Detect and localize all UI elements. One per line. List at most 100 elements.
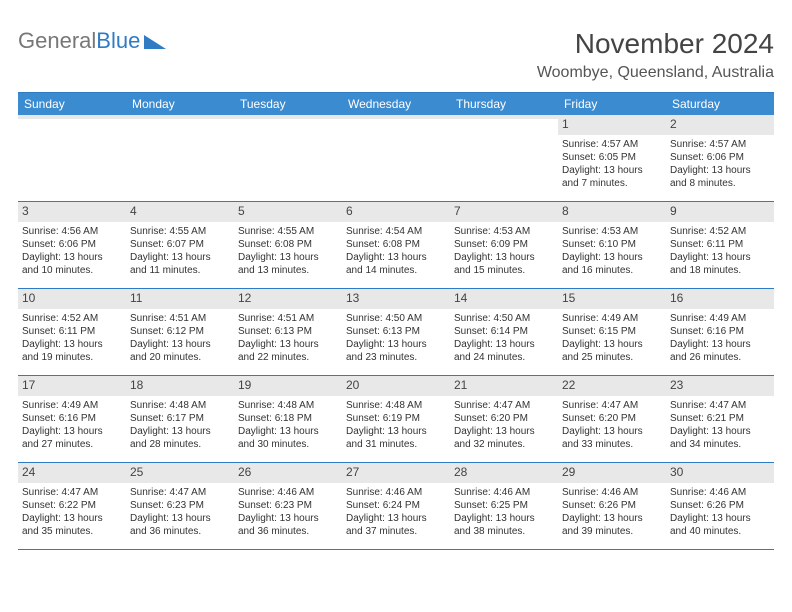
daylight-text: Daylight: 13 hours and 11 minutes. [130, 251, 230, 277]
sunrise-text: Sunrise: 4:49 AM [562, 312, 662, 325]
calendar-cell: 12Sunrise: 4:51 AMSunset: 6:13 PMDayligh… [234, 289, 342, 375]
day-number [450, 115, 558, 119]
calendar-cell: 10Sunrise: 4:52 AMSunset: 6:11 PMDayligh… [18, 289, 126, 375]
day-number: 1 [558, 115, 666, 135]
calendar-cell: 26Sunrise: 4:46 AMSunset: 6:23 PMDayligh… [234, 463, 342, 549]
sunset-text: Sunset: 6:14 PM [454, 325, 554, 338]
daylight-text: Daylight: 13 hours and 27 minutes. [22, 425, 122, 451]
calendar-week: 17Sunrise: 4:49 AMSunset: 6:16 PMDayligh… [18, 376, 774, 463]
calendar-cell: 5Sunrise: 4:55 AMSunset: 6:08 PMDaylight… [234, 202, 342, 288]
daylight-text: Daylight: 13 hours and 20 minutes. [130, 338, 230, 364]
sunrise-text: Sunrise: 4:57 AM [562, 138, 662, 151]
day-number: 21 [450, 376, 558, 396]
page-subtitle: Woombye, Queensland, Australia [537, 64, 774, 82]
daylight-text: Daylight: 13 hours and 23 minutes. [346, 338, 446, 364]
calendar-cell: 21 Sunrise: 4:47 AMSunset: 6:20 PMDayligh… [450, 376, 558, 462]
daylight-text: Daylight: 13 hours and 31 minutes. [346, 425, 446, 451]
calendar-cell: 3Sunrise: 4:56 AMSunset: 6:06 PMDaylight… [18, 202, 126, 288]
sunset-text: Sunset: 6:16 PM [22, 412, 122, 425]
calendar-week: 3Sunrise: 4:56 AMSunset: 6:06 PMDaylight… [18, 202, 774, 289]
sunset-text: Sunset: 6:22 PM [22, 499, 122, 512]
calendar-cell [126, 115, 234, 201]
sunset-text: Sunset: 6:11 PM [670, 238, 770, 251]
sunrise-text: Sunrise: 4:46 AM [670, 486, 770, 499]
day-number: 4 [126, 202, 234, 222]
calendar-cell: 19Sunrise: 4:48 AMSunset: 6:18 PMDayligh… [234, 376, 342, 462]
title-block: November 2024 Woombye, Queensland, Austr… [537, 28, 774, 82]
calendar-cell [450, 115, 558, 201]
daylight-text: Daylight: 13 hours and 26 minutes. [670, 338, 770, 364]
weeks-container: 1 Sunrise: 4:57 AMSunset: 6:05 PM Daylight… [18, 115, 774, 550]
day-headers: Sunday Monday Tuesday Wednesday Thursday… [18, 93, 774, 115]
calendar-grid: Sunday Monday Tuesday Wednesday Thursday… [18, 92, 774, 550]
calendar-cell: 20Sunrise: 4:48 AMSunset: 6:19 PMDayligh… [342, 376, 450, 462]
sunset-text: Sunset: 6:23 PM [130, 499, 230, 512]
day-number: 16 [666, 289, 774, 309]
sunset-text: Sunset: 6:23 PM [238, 499, 338, 512]
sunset-text: Sunset: 6:20 PM [454, 412, 554, 425]
sunrise-text: Sunrise: 4:46 AM [346, 486, 446, 499]
calendar-cell: 23Sunrise: 4:47 AMSunset: 6:21 PMDayligh… [666, 376, 774, 462]
sunset-text: Sunset: 6:06 PM [22, 238, 122, 251]
sunset-text: Sunset: 6:25 PM [454, 499, 554, 512]
sunset-text: Sunset: 6:20 PM [562, 412, 662, 425]
calendar-cell: 9Sunrise: 4:52 AMSunset: 6:11 PMDaylight… [666, 202, 774, 288]
day-number: 13 [342, 289, 450, 309]
calendar-cell: 6Sunrise: 4:54 AMSunset: 6:08 PMDaylight… [342, 202, 450, 288]
sunset-text: Sunset: 6:11 PM [22, 325, 122, 338]
sunrise-text: Sunrise: 4:47 AM [670, 399, 770, 412]
day-number: 30 [666, 463, 774, 483]
day-number: 26 [234, 463, 342, 483]
day-number: 15 [558, 289, 666, 309]
daylight-text: Daylight: 13 hours and 32 minutes. [454, 425, 554, 451]
sunset-text: Sunset: 6:19 PM [346, 412, 446, 425]
day-number: 29 [558, 463, 666, 483]
calendar-cell: 17Sunrise: 4:49 AMSunset: 6:16 PMDayligh… [18, 376, 126, 462]
calendar-week: 24Sunrise: 4:47 AMSunset: 6:22 PMDayligh… [18, 463, 774, 550]
day-number: 10 [18, 289, 126, 309]
logo-mark-icon [144, 35, 166, 49]
sunset-text: Sunset: 6:08 PM [238, 238, 338, 251]
sunset-text: Sunset: 6:13 PM [346, 325, 446, 338]
sunset-text: Sunset: 6:17 PM [130, 412, 230, 425]
sunrise-text: Sunrise: 4:51 AM [130, 312, 230, 325]
day-header: Wednesday [342, 93, 450, 115]
calendar-cell: 18Sunrise: 4:48 AMSunset: 6:17 PMDayligh… [126, 376, 234, 462]
calendar-cell: 28Sunrise: 4:46 AMSunset: 6:25 PMDayligh… [450, 463, 558, 549]
daylight-text: Daylight: 13 hours and 39 minutes. [562, 512, 662, 538]
calendar-week: 1Sunrise: 4:57 AMSunset: 6:05 PMDaylight… [18, 115, 774, 202]
calendar-week: 10Sunrise: 4:52 AMSunset: 6:11 PMDayligh… [18, 289, 774, 376]
sunrise-text: Sunrise: 4:46 AM [562, 486, 662, 499]
sunset-text: Sunset: 6:16 PM [670, 325, 770, 338]
sunrise-text: Sunrise: 4:47 AM [454, 399, 554, 412]
day-header: Monday [126, 93, 234, 115]
sunset-text: Sunset: 6:05 PM [562, 151, 662, 164]
day-number: 20 [342, 376, 450, 396]
calendar-cell: 8Sunrise: 4:53 AMSunset: 6:10 PMDaylight… [558, 202, 666, 288]
calendar-cell: 7Sunrise: 4:53 AMSunset: 6:09 PMDaylight… [450, 202, 558, 288]
daylight-text: Daylight: 13 hours and 33 minutes. [562, 425, 662, 451]
sunrise-text: Sunrise: 4:56 AM [22, 225, 122, 238]
daylight-text: Daylight: 13 hours and 19 minutes. [22, 338, 122, 364]
calendar-cell: 13Sunrise: 4:50 AMSunset: 6:13 PMDayligh… [342, 289, 450, 375]
sunset-text: Sunset: 6:18 PM [238, 412, 338, 425]
day-header: Saturday [666, 93, 774, 115]
sunrise-text: Sunrise: 4:49 AM [22, 399, 122, 412]
day-number: 2 [666, 115, 774, 135]
calendar-cell [18, 115, 126, 201]
day-number: 11 [126, 289, 234, 309]
day-number: 9 [666, 202, 774, 222]
daylight-text: Daylight: 13 hours and 24 minutes. [454, 338, 554, 364]
daylight-text: Daylight: 13 hours and 36 minutes. [238, 512, 338, 538]
sunset-text: Sunset: 6:07 PM [130, 238, 230, 251]
day-number: 18 [126, 376, 234, 396]
day-header: Thursday [450, 93, 558, 115]
daylight-text: Daylight: 13 hours and 16 minutes. [562, 251, 662, 277]
daylight-text: Daylight: 13 hours and 22 minutes. [238, 338, 338, 364]
daylight-text: Daylight: 13 hours and 25 minutes. [562, 338, 662, 364]
day-number: 23 [666, 376, 774, 396]
sunset-text: Sunset: 6:12 PM [130, 325, 230, 338]
day-number [18, 115, 126, 119]
daylight-text: Daylight: 13 hours and 40 minutes. [670, 512, 770, 538]
calendar-cell: 25Sunrise: 4:47 AMSunset: 6:23 PMDayligh… [126, 463, 234, 549]
